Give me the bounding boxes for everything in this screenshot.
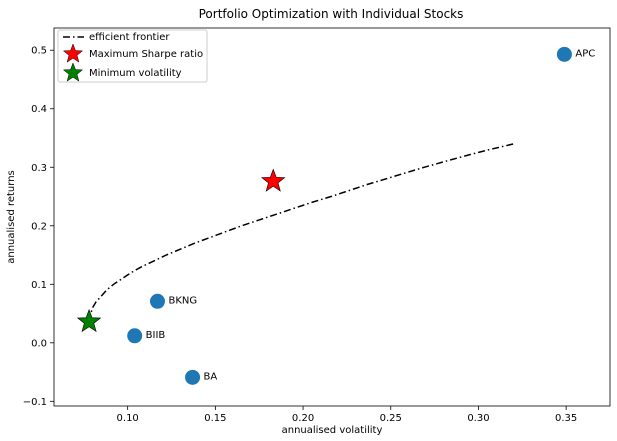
x-tick-label: 0.25 (380, 413, 402, 424)
efficient-frontier-line (88, 143, 514, 322)
y-tick-label: −0.1 (23, 397, 47, 408)
x-tick-label: 0.15 (204, 413, 226, 424)
max-sharpe-star (261, 168, 286, 192)
legend-box (57, 29, 208, 83)
stock-point-label: BIIB (146, 330, 166, 341)
x-tick-label: 0.35 (555, 413, 577, 424)
plot-area: 0.10 0.15 0.20 0.25 0.30 0.35 −0.1 0.0 0.1 0.2 0.… (23, 27, 611, 424)
plot-frame (53, 27, 611, 407)
x-axis-label: annualised volatility (282, 425, 383, 436)
legend-max-sharpe-label: Maximum Sharpe ratio (89, 49, 203, 60)
legend-min-volatility-label: Minimum volatility (89, 68, 182, 79)
chart-title: Portfolio Optimization with Individual S… (199, 7, 464, 21)
stock-point (556, 46, 572, 62)
stock-point-label: BKNG (168, 295, 197, 306)
min-volatility-star (76, 308, 102, 333)
y-tick-label: 0.2 (31, 221, 47, 232)
x-tick-label: 0.10 (117, 413, 139, 424)
stock-point-label: APC (575, 48, 595, 59)
x-axis-ticks: 0.10 0.15 0.20 0.25 0.30 0.35 (117, 406, 577, 424)
legend-min-volatility-star-shape (62, 62, 84, 82)
optimal-portfolio-markers (76, 168, 286, 333)
stock-point (185, 369, 201, 385)
y-axis-label: annualised returns (6, 170, 17, 264)
legend-max-sharpe-star (62, 43, 84, 63)
y-axis-ticks: −0.1 0.0 0.1 0.2 0.3 0.4 0.5 (23, 46, 54, 408)
stock-point-label: BA (204, 371, 218, 382)
y-tick-label: 0.3 (31, 163, 47, 174)
legend: efficient frontier Maximum Sharpe ratio … (57, 29, 208, 83)
legend-frontier-label: efficient frontier (89, 32, 170, 43)
legend-max-sharpe-star-shape (62, 43, 84, 63)
y-tick-label: 0.5 (31, 46, 47, 57)
y-tick-label: 0.1 (31, 280, 47, 291)
stock-points: APC BKNG BIIB BA (127, 46, 595, 385)
y-tick-label: 0.0 (31, 338, 47, 349)
x-tick-label: 0.30 (467, 413, 489, 424)
y-tick-label: 0.4 (31, 104, 47, 115)
stock-point (149, 293, 165, 309)
x-tick-label: 0.20 (292, 413, 314, 424)
stock-point (127, 328, 143, 344)
legend-min-volatility-star (62, 62, 84, 82)
